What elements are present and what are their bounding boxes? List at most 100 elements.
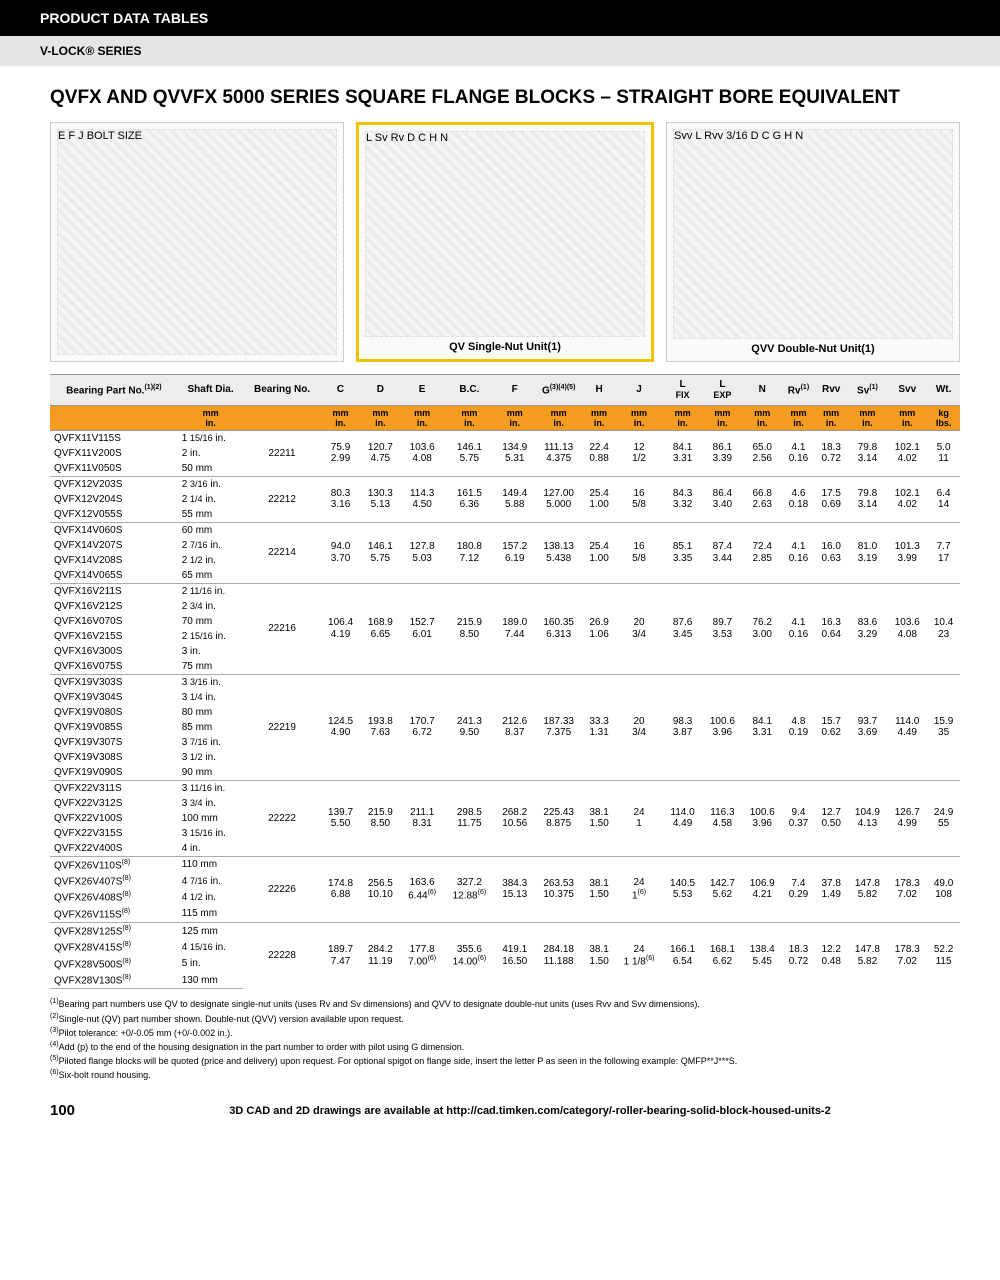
table-row: QVFX22V311S3 11/16 in.22222139.75.50215.… [50, 780, 960, 796]
dim-cell: 256.510.10 [360, 856, 400, 922]
dim-cell: 189.07.44 [495, 583, 535, 674]
unit-header: mmin. [848, 405, 888, 430]
dim-cell: 86.13.39 [702, 430, 742, 476]
dim-cell: 165/8 [615, 522, 662, 583]
page-subheader: V-LOCK® SERIES [0, 36, 1000, 66]
dim-cell: 178.37.02 [887, 923, 927, 989]
dim-cell: 84.33.32 [663, 476, 703, 522]
col-header: Rvv [815, 374, 848, 405]
dim-cell: 100.63.96 [702, 674, 742, 780]
dim-cell: 168.16.62 [702, 923, 742, 989]
dim-cell: 79.83.14 [848, 430, 888, 476]
dim-cell: 103.64.08 [887, 583, 927, 674]
dim-cell: 384.315.13 [495, 856, 535, 922]
dim-cell: 4.60.18 [782, 476, 815, 522]
dim-cell: 75.92.99 [321, 430, 361, 476]
col-header: Shaft Dia. [178, 374, 244, 405]
unit-header: mmin. [535, 405, 583, 430]
page-header: PRODUCT DATA TABLES [0, 0, 1000, 36]
dim-cell: 284.211.19 [360, 923, 400, 989]
part-no: QVFX12V204S [50, 492, 178, 507]
dim-cell: 106.94.21 [742, 856, 782, 922]
dim-cell: 100.63.96 [742, 780, 782, 856]
dim-cell: 142.75.62 [702, 856, 742, 922]
shaft-dia: 130 mm [178, 972, 244, 989]
part-no: QVFX14V208S [50, 553, 178, 568]
dim-cell: 4.80.19 [782, 674, 815, 780]
dim-cell: 87.63.45 [663, 583, 703, 674]
dim-cell: 149.45.88 [495, 476, 535, 522]
table-row: QVFX28V125S(8)125 mm22228189.77.47284.21… [50, 923, 960, 940]
dim-cell: 9.40.37 [782, 780, 815, 856]
col-header: J [615, 374, 662, 405]
dim-cell: 25.41.00 [583, 522, 616, 583]
col-header: LFIX [663, 374, 703, 405]
dim-cell: 121/2 [615, 430, 662, 476]
shaft-dia: 3 3/4 in. [178, 796, 244, 811]
dim-cell: 203/4 [615, 583, 662, 674]
dim-cell: 101.33.99 [887, 522, 927, 583]
dim-cell: 102.14.02 [887, 430, 927, 476]
dim-cell: 94.03.70 [321, 522, 361, 583]
footnote: (6)Six-bolt round housing. [50, 1068, 960, 1081]
part-no: QVFX22V315S [50, 826, 178, 841]
dim-cell: 5.011 [927, 430, 960, 476]
part-no: QVFX22V400S [50, 841, 178, 857]
dim-cell: 134.95.31 [495, 430, 535, 476]
dim-cell: 127.85.03 [400, 522, 444, 583]
shaft-dia: 80 mm [178, 705, 244, 720]
shaft-dia: 3 1/4 in. [178, 690, 244, 705]
dim-cell: 177.87.00(6) [400, 923, 444, 989]
dim-cell: 138.135.438 [535, 522, 583, 583]
bearing-no: 22228 [243, 923, 320, 989]
dim-cell: 76.23.00 [742, 583, 782, 674]
dim-cell: 147.85.82 [848, 856, 888, 922]
shaft-dia: 50 mm [178, 461, 244, 477]
shaft-dia: 65 mm [178, 568, 244, 584]
dim-cell: 87.43.44 [702, 522, 742, 583]
dim-cell: 80.33.16 [321, 476, 361, 522]
shaft-dia: 3 15/16 in. [178, 826, 244, 841]
dim-cell: 4.10.16 [782, 583, 815, 674]
table-row: QVFX19V303S3 3/16 in.22219124.54.90193.8… [50, 674, 960, 690]
part-no: QVFX16V212S [50, 599, 178, 614]
unit-header: mmin. [742, 405, 782, 430]
dim-cell: 83.63.29 [848, 583, 888, 674]
dim-cell: 138.45.45 [742, 923, 782, 989]
dim-cell: 116.34.58 [702, 780, 742, 856]
part-no: QVFX19V085S [50, 720, 178, 735]
diagram-row: E F J BOLT SIZEL Sv Rv D C H NQV Single-… [50, 122, 960, 362]
dim-cell: 284.1811.188 [535, 923, 583, 989]
shaft-dia: 125 mm [178, 923, 244, 940]
dim-cell: 98.33.87 [663, 674, 703, 780]
diagram: Svv L Rvv 3/16 D C G H NQVV Double-Nut U… [666, 122, 960, 362]
dim-cell: 140.55.53 [663, 856, 703, 922]
shaft-dia: 1 15/16 in. [178, 430, 244, 446]
part-no: QVFX19V307S [50, 735, 178, 750]
table-row: QVFX16V211S2 11/16 in.22216106.44.19168.… [50, 583, 960, 599]
col-header: C [321, 374, 361, 405]
dim-cell: 15.935 [927, 674, 960, 780]
page-number: 100 [50, 1102, 100, 1119]
part-no: QVFX16V215S [50, 629, 178, 644]
dim-cell: 25.41.00 [583, 476, 616, 522]
shaft-dia: 3 7/16 in. [178, 735, 244, 750]
dim-cell: 130.35.13 [360, 476, 400, 522]
table-row: QVFX26V110S(8)110 mm22226174.86.88256.51… [50, 856, 960, 873]
unit-header: mmin. [583, 405, 616, 430]
dim-cell: 84.13.31 [663, 430, 703, 476]
dim-cell: 18.30.72 [782, 923, 815, 989]
col-header: D [360, 374, 400, 405]
shaft-dia: 2 1/4 in. [178, 492, 244, 507]
shaft-dia: 60 mm [178, 522, 244, 538]
unit-header: mmin. [782, 405, 815, 430]
dim-cell: 4.10.16 [782, 522, 815, 583]
shaft-dia: 2 11/16 in. [178, 583, 244, 599]
part-no: QVFX26V408S(8) [50, 889, 178, 905]
col-header: LEXP [702, 374, 742, 405]
bearing-no: 22211 [243, 430, 320, 476]
dim-cell: 178.37.02 [887, 856, 927, 922]
footnote: (4)Add (p) to the end of the housing des… [50, 1040, 960, 1053]
unit-header: mmin. [400, 405, 444, 430]
dim-cell: 84.13.31 [742, 674, 782, 780]
